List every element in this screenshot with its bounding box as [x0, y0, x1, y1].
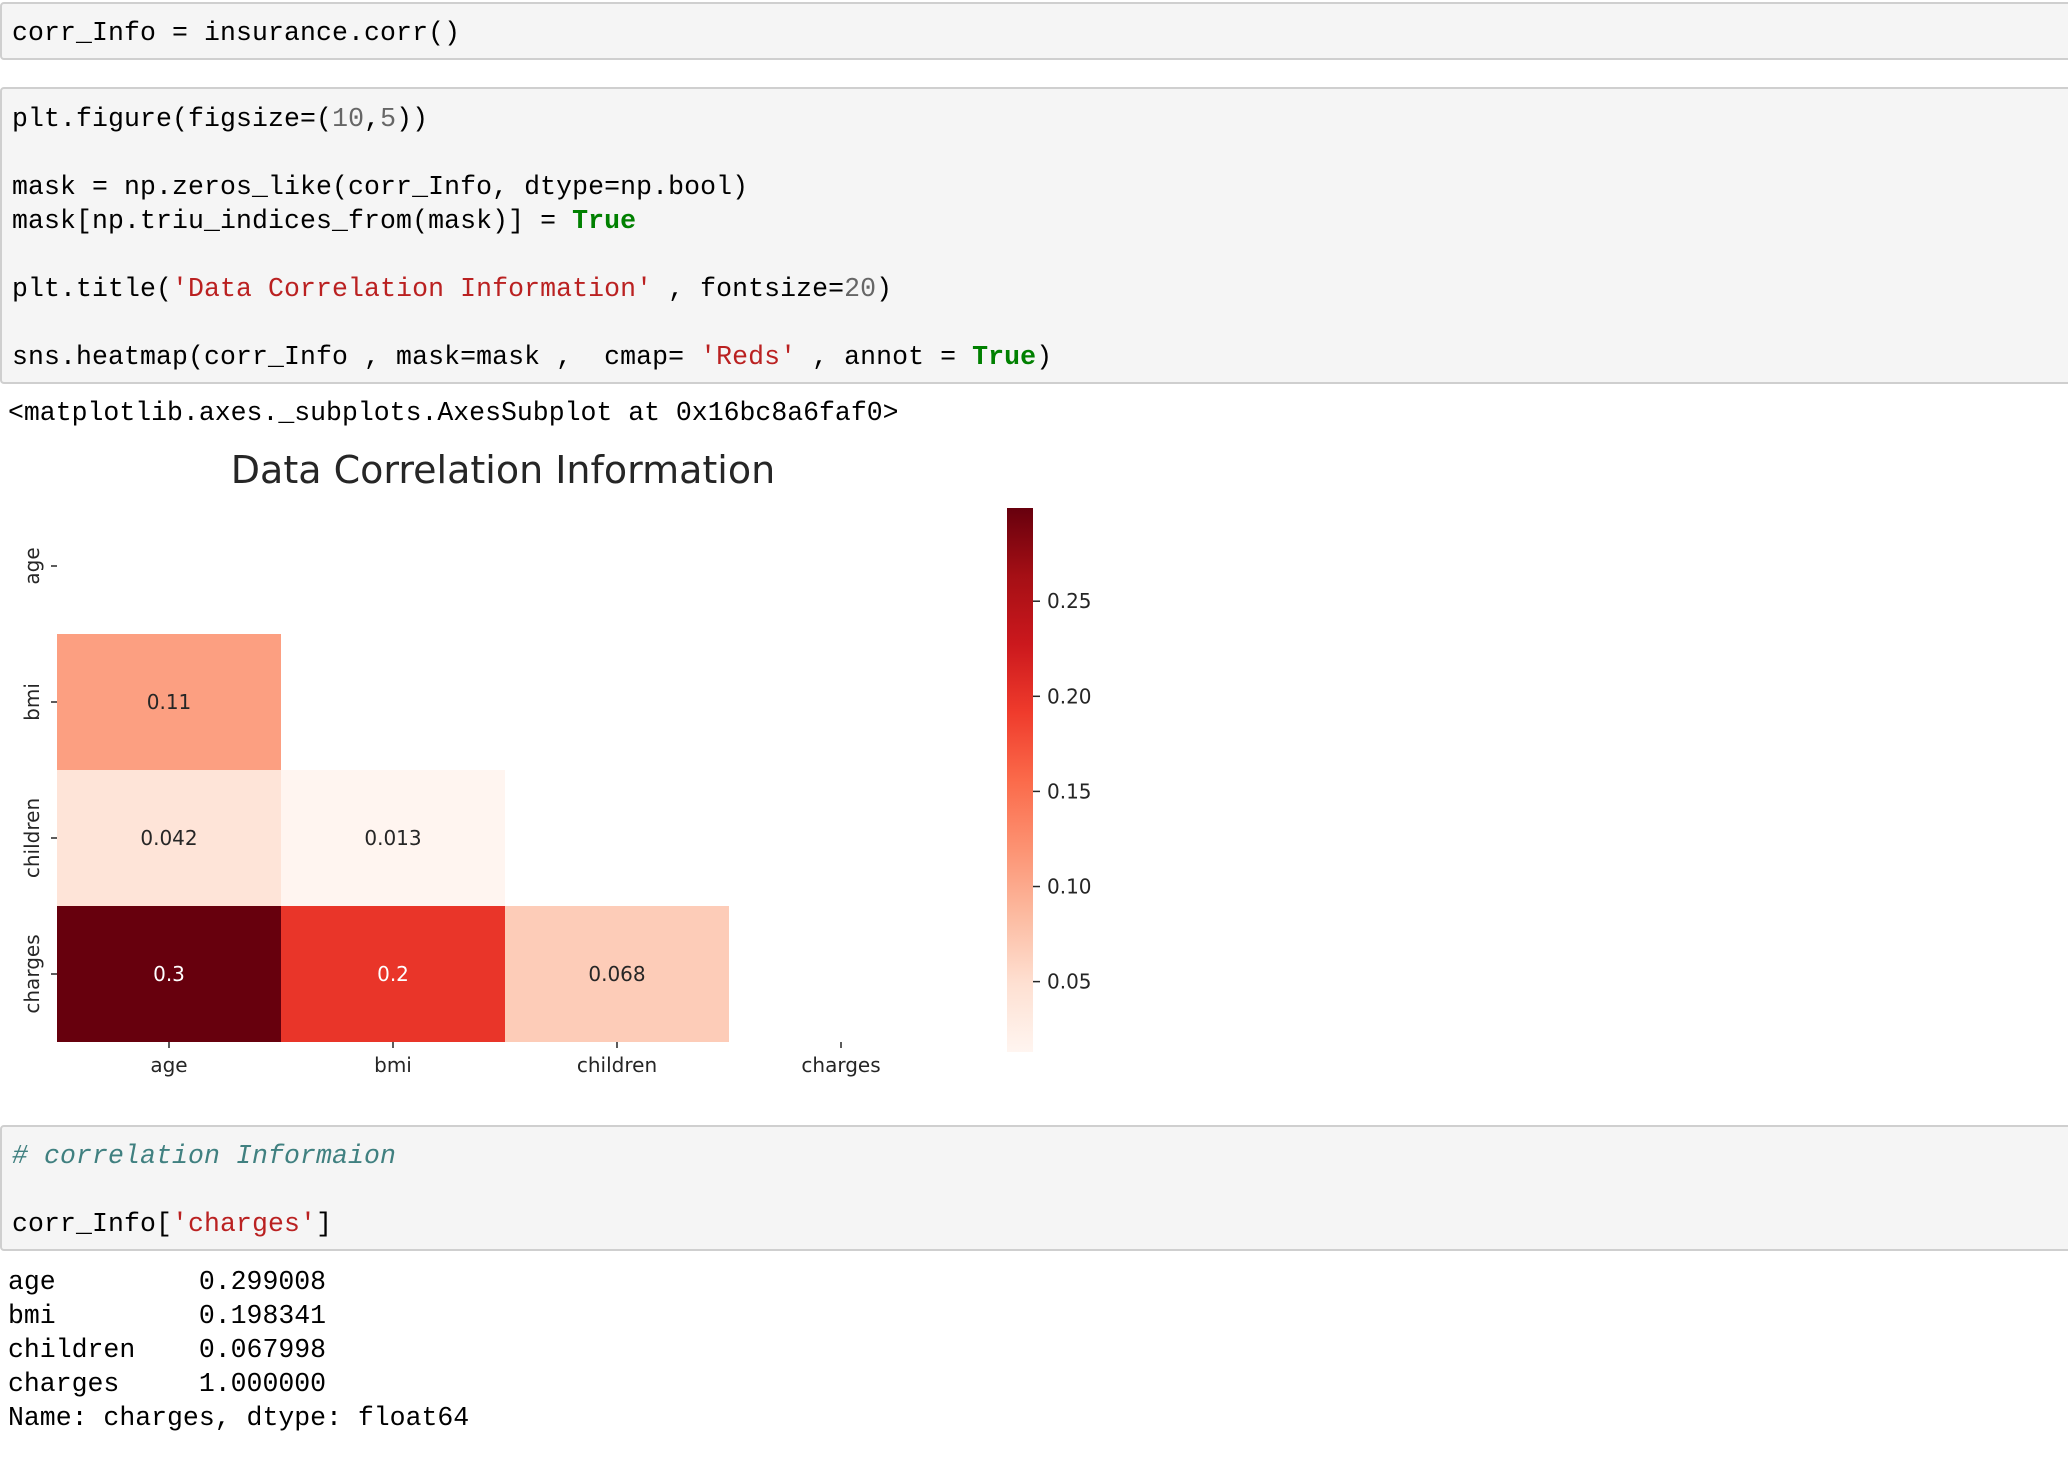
heatmap-cell-label: 0.2	[377, 962, 409, 986]
code-keyword: True	[572, 206, 637, 236]
colorbar-tick-label: 0.10	[1047, 875, 1092, 899]
heatmap-cell-label: 0.042	[140, 826, 197, 850]
code-text: ]	[316, 1209, 333, 1239]
code-comment: # correlation Informaion	[12, 1141, 397, 1171]
y-tick-label: children	[20, 798, 44, 878]
colorbar-tick-label: 0.05	[1047, 970, 1092, 994]
chart-title: Data Correlation Information	[231, 448, 775, 492]
colorbar-tick-label: 0.15	[1047, 779, 1092, 803]
code-line: corr_Info['charges']	[12, 1207, 332, 1241]
code-number: 20	[844, 274, 877, 304]
y-axis: age bmi children charges	[20, 547, 57, 1014]
heatmap-cell	[281, 770, 505, 906]
heatmap-cell	[57, 906, 281, 1042]
heatmap-cell-label: 0.11	[147, 690, 192, 714]
heatmap-cell	[281, 906, 505, 1042]
code-line: mask[np.triu_indices_from(mask)] = True	[12, 204, 636, 238]
heatmap-cell-label: 0.068	[588, 962, 645, 986]
code-keyword: True	[972, 342, 1037, 372]
series-output-line: Name: charges, dtype: float64	[8, 1403, 470, 1433]
code-cell-3[interactable]: # correlation Informaion corr_Info['char…	[0, 1125, 2068, 1251]
code-string: 'charges'	[172, 1209, 317, 1239]
colorbar-ticks: 0.25 0.20 0.15 0.10 0.05	[1033, 589, 1092, 994]
y-tick-label: charges	[20, 934, 44, 1013]
series-output-line: charges 1.000000	[8, 1369, 327, 1399]
series-output-line: bmi 0.198341	[8, 1301, 327, 1331]
code-number: 5	[380, 104, 397, 134]
x-tick-label: children	[577, 1053, 657, 1077]
code-text: mask = np.zeros_like(corr_Info, dtype=np…	[12, 172, 749, 202]
correlation-heatmap: Data Correlation Information 0.110.042 0.…	[20, 448, 1092, 1077]
heatmap-cell-label: 0.013	[364, 826, 421, 850]
heatmap-cell	[505, 906, 729, 1042]
colorbar	[1007, 508, 1033, 1052]
colorbar-tick-label: 0.20	[1047, 684, 1092, 708]
code-cell-2[interactable]: plt.figure(figsize=(10,5)) mask = np.zer…	[0, 87, 2068, 384]
code-line: plt.figure(figsize=(10,5))	[12, 102, 428, 136]
series-output-line: children 0.067998	[8, 1335, 327, 1365]
heatmap-cell	[57, 770, 281, 906]
series-output-line: age 0.299008	[8, 1267, 327, 1297]
x-tick-label: charges	[801, 1053, 880, 1077]
x-tick-label: bmi	[374, 1053, 412, 1077]
code-cell-1[interactable]: corr_Info = insurance.corr()	[0, 2, 2068, 60]
code-line: plt.title('Data Correlation Information'…	[12, 272, 892, 306]
code-text: ))	[396, 104, 429, 134]
code-text: )	[876, 274, 893, 304]
code-text: plt.title(	[12, 274, 173, 304]
output-repr: <matplotlib.axes._subplots.AxesSubplot a…	[8, 398, 899, 428]
y-tick-label: age	[20, 547, 44, 584]
code-text: mask[np.triu_indices_from(mask)] =	[12, 206, 573, 236]
heatmap-cell-label: 0.3	[153, 962, 185, 986]
colorbar-tick-label: 0.25	[1047, 589, 1092, 613]
code-line: sns.heatmap(corr_Info , mask=mask , cmap…	[12, 340, 1052, 374]
code-number: 10	[332, 104, 365, 134]
x-axis: age bmi children charges	[150, 1042, 881, 1077]
code-line: corr_Info = insurance.corr()	[12, 16, 460, 50]
x-tick-label: age	[150, 1053, 187, 1077]
code-text: corr_Info = insurance.corr()	[12, 18, 461, 48]
code-text: , fontsize=	[652, 274, 845, 304]
code-line: mask = np.zeros_like(corr_Info, dtype=np…	[12, 170, 748, 204]
code-text: corr_Info[	[12, 1209, 173, 1239]
y-tick-label: bmi	[20, 683, 44, 721]
code-text: sns.heatmap(corr_Info , mask=mask , cmap…	[12, 342, 701, 372]
code-string: 'Reds'	[700, 342, 797, 372]
code-text: ,	[364, 104, 381, 134]
heatmap-cells: 0.11 0.042 0.013 0.3 0.2 0.068	[57, 634, 729, 1042]
heatmap-cell	[57, 634, 281, 770]
code-text: )	[1036, 342, 1053, 372]
code-text: , annot =	[796, 342, 973, 372]
code-string: 'Data Correlation Information'	[172, 274, 653, 304]
code-text: plt.figure(figsize=(	[12, 104, 333, 134]
